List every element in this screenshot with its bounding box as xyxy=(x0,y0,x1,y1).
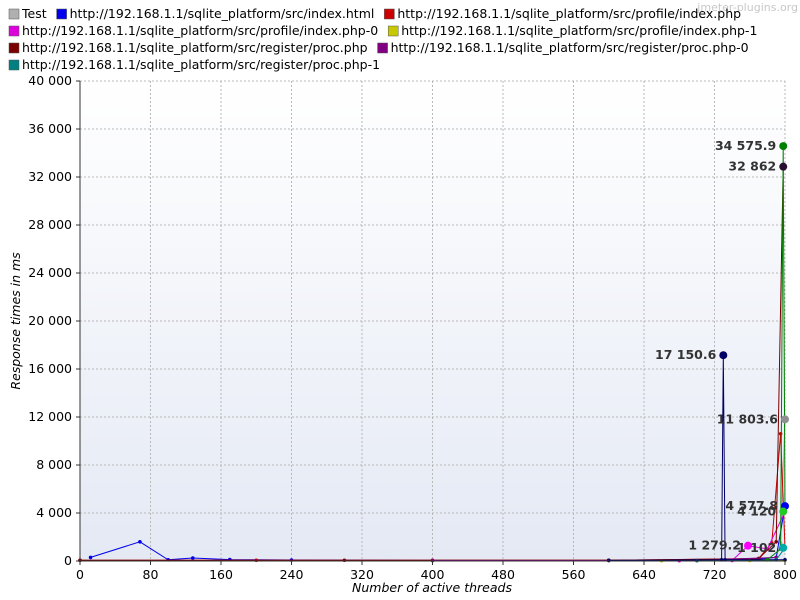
y-tick-label: 16 000 xyxy=(28,361,72,376)
legend: Test http://192.168.1.1/sqlite_platform/s… xyxy=(8,6,757,72)
legend-item[interactable]: http://192.168.1.1/sqlite_platform/src/p… xyxy=(387,23,757,38)
y-tick-label: 24 000 xyxy=(28,265,72,280)
x-tick-label: 240 xyxy=(280,567,304,582)
y-tick-label: 20 000 xyxy=(28,313,72,328)
legend-item[interactable]: Test xyxy=(8,6,47,21)
series-line xyxy=(767,146,786,561)
x-tick-label: 560 xyxy=(562,567,586,582)
y-tick-label: 4 000 xyxy=(36,505,72,520)
legend-label: http://192.168.1.1/sqlite_platform/src/r… xyxy=(22,57,380,72)
y-tick-label: 8 000 xyxy=(36,457,72,472)
annotation-point xyxy=(719,351,728,360)
data-label: 11 803.6 xyxy=(717,411,779,426)
legend-label: http://192.168.1.1/sqlite_platform/src/p… xyxy=(397,6,741,21)
y-tick-label: 40 000 xyxy=(28,73,72,88)
legend-swatch xyxy=(377,42,388,54)
y-axis-title: Response times in ms xyxy=(8,252,23,390)
legend-label: http://192.168.1.1/sqlite_platform/src/r… xyxy=(391,40,749,55)
data-point xyxy=(774,540,778,544)
legend-item[interactable]: http://192.168.1.1/sqlite_platform/src/r… xyxy=(8,57,380,72)
x-tick-label: 0 xyxy=(76,567,84,582)
legend-swatch xyxy=(8,25,20,37)
legend-item[interactable]: http://192.168.1.1/sqlite_platform/src/r… xyxy=(8,40,368,55)
data-label: 34 575.9 xyxy=(715,138,776,153)
annotation-point xyxy=(743,541,752,550)
data-point xyxy=(342,558,347,563)
annotation-point xyxy=(779,142,788,151)
watermark: jmeter-plugins.org xyxy=(696,1,798,14)
legend-label: http://192.168.1.1/sqlite_platform/src/r… xyxy=(22,40,368,55)
annotation-point xyxy=(779,162,788,171)
data-label: 1 279.2 xyxy=(688,538,741,553)
grid xyxy=(80,80,786,561)
x-tick-label: 160 xyxy=(209,567,233,582)
data-point xyxy=(191,556,195,560)
legend-item[interactable]: http://192.168.1.1/sqlite_platform/src/i… xyxy=(56,6,375,21)
x-tick-label: 640 xyxy=(632,567,656,582)
legend-label: Test xyxy=(21,6,47,21)
annotation-point xyxy=(779,543,788,552)
data-label: 32 862 xyxy=(728,159,776,174)
annotation-point xyxy=(781,415,789,424)
data-point xyxy=(606,558,611,563)
data-label: 17 150.6 xyxy=(655,347,717,362)
legend-item[interactable]: http://192.168.1.1/sqlite_platform/src/p… xyxy=(384,6,741,21)
data-label: 4 577.8 xyxy=(725,498,778,513)
legend-swatch xyxy=(8,42,20,54)
y-tick-label: 12 000 xyxy=(28,409,72,424)
x-tick-label: 400 xyxy=(421,567,445,582)
x-ticks: 0 80 160 240 320 400 480 560 640 720 800 xyxy=(76,561,797,582)
legend-swatch xyxy=(387,25,399,37)
legend-swatch xyxy=(56,8,67,20)
legend-label: http://192.168.1.1/sqlite_platform/src/i… xyxy=(70,6,375,21)
legend-swatch xyxy=(384,8,395,20)
legend-label: http://192.168.1.1/sqlite_platform/src/p… xyxy=(401,23,757,38)
data-label: 4 120 xyxy=(737,504,776,519)
data-point xyxy=(88,555,93,560)
y-ticks: 0 4 000 8 000 12 000 16 000 20 000 24 000 28 00… xyxy=(28,73,80,568)
x-tick-label: 800 xyxy=(773,567,797,582)
y-tick-label: 36 000 xyxy=(28,121,72,136)
y-tick-label: 0 xyxy=(64,553,72,568)
annotation-layer: 34 575.9 32 862 17 150.6 11 803.6 4 577.84 1… xyxy=(655,138,789,555)
y-tick-label: 28 000 xyxy=(28,217,72,232)
data-point xyxy=(138,540,142,544)
x-axis-title: Number of active threads xyxy=(352,580,512,595)
x-tick-label: 320 xyxy=(350,567,374,582)
x-tick-label: 480 xyxy=(491,567,515,582)
x-tick-label: 720 xyxy=(703,567,727,582)
legend-label: http://192.168.1.1/sqlite_platform/src/p… xyxy=(22,23,378,38)
annotation-point xyxy=(779,507,788,516)
y-tick-label: 32 000 xyxy=(28,169,72,184)
data-point xyxy=(778,432,783,436)
legend-swatch xyxy=(8,8,20,20)
legend-swatch xyxy=(8,59,20,71)
legend-item[interactable]: http://192.168.1.1/sqlite_platform/src/p… xyxy=(8,23,378,38)
legend-item[interactable]: http://192.168.1.1/sqlite_platform/src/r… xyxy=(377,40,749,55)
data-label: 1 102 xyxy=(737,540,776,555)
x-tick-label: 80 xyxy=(143,567,159,582)
